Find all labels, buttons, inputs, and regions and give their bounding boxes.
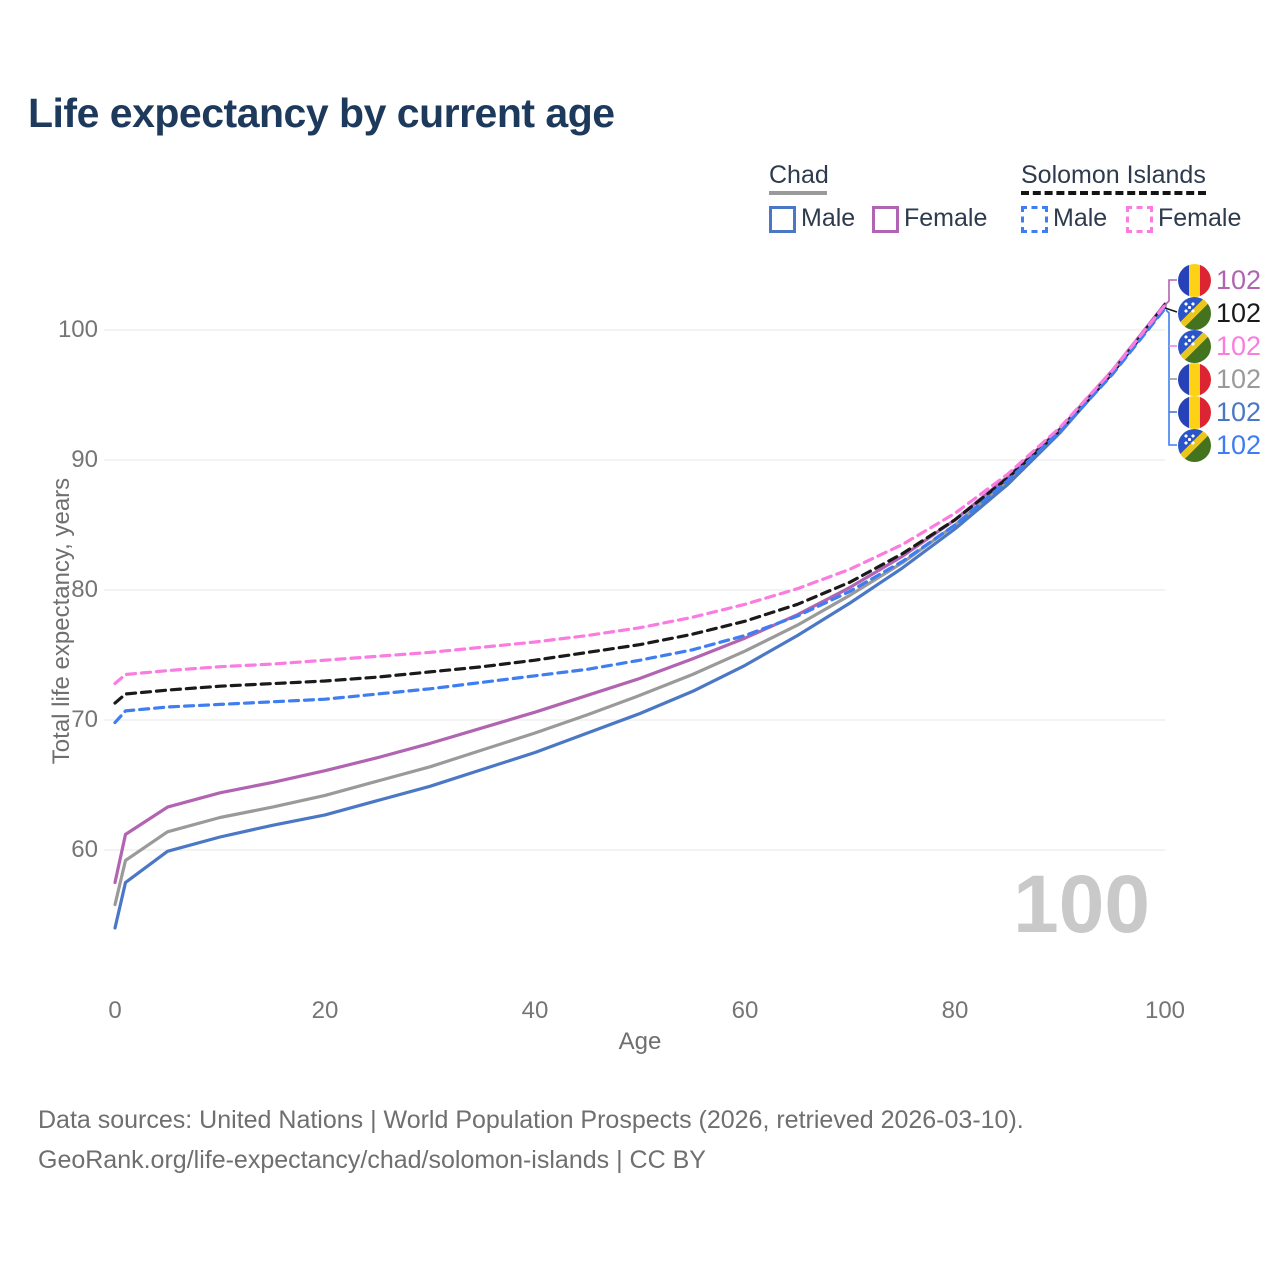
y-tick-label-80: 80: [71, 576, 98, 603]
x-axis-title: Age: [618, 1028, 662, 1055]
y-tick-label-100: 100: [57, 316, 98, 343]
end-label-value-solomon-islands-both-sexes: 102: [1216, 298, 1262, 328]
leader-line-2: [1164, 307, 1178, 313]
legend-checkbox-chad-male[interactable]: [769, 206, 796, 233]
leader-line-0: [1165, 309, 1177, 446]
legend-label-chad-male[interactable]: Male: [801, 204, 856, 232]
legend-checkbox-solomon-islands-male[interactable]: [1021, 206, 1048, 233]
y-tick-label-70: 70: [71, 706, 98, 733]
series-line-chad-female[interactable]: [113, 302, 1167, 885]
age-watermark: 100: [1013, 859, 1150, 950]
series-line-solomon-islands-female[interactable]: [113, 303, 1167, 686]
footer-url-line: GeoRank.org/life-expectancy/chad/solomon…: [38, 1146, 706, 1174]
x-tick-label-80: 80: [941, 997, 969, 1024]
end-label-value-chad-both-sexes: 102: [1216, 364, 1262, 394]
x-tick-label-60: 60: [731, 997, 759, 1024]
legend-underline-solid-icon: [769, 191, 827, 195]
leader-line-1: [1164, 279, 1177, 306]
series-line-chad-male[interactable]: [113, 305, 1167, 930]
y-axis-title: Total life expectancy, years: [48, 477, 75, 765]
y-tick-label-60: 60: [71, 836, 98, 863]
solomon-islands-flag-icon: [1178, 330, 1211, 363]
end-label-value-solomon-islands-male: 102: [1216, 430, 1262, 460]
x-tick-label-0: 0: [108, 997, 122, 1024]
legend-group-label-solomon-islands: Solomon Islands: [1021, 161, 1206, 189]
legend-label-chad-female[interactable]: Female: [904, 204, 988, 232]
y-tick-label-90: 90: [71, 446, 98, 473]
legend-underline-dashed-icon: [1021, 191, 1206, 195]
x-tick-label-100: 100: [1144, 997, 1186, 1024]
chad-flag-icon: [1178, 264, 1211, 297]
chad-flag-icon: [1178, 396, 1211, 429]
legend-label-solomon-islands-male[interactable]: Male: [1053, 204, 1108, 232]
legend-checkbox-solomon-islands-female[interactable]: [1126, 206, 1153, 233]
end-label-value-solomon-islands-female: 102: [1216, 331, 1262, 361]
end-label-value-chad-female: 102: [1216, 265, 1262, 295]
solomon-islands-flag-icon: [1178, 429, 1211, 462]
series-line-solomon-islands-both-sexes[interactable]: [113, 303, 1167, 705]
end-label-value-chad-male: 102: [1216, 397, 1262, 427]
series-line-chad-both-sexes[interactable]: [113, 305, 1167, 907]
page-title: Life expectancy by current age: [28, 90, 615, 136]
chad-flag-icon: [1178, 363, 1211, 396]
legend-checkbox-chad-female[interactable]: [872, 206, 899, 233]
solomon-islands-flag-icon: [1178, 297, 1211, 330]
x-tick-label-20: 20: [311, 997, 339, 1024]
legend-group-label-chad: Chad: [769, 161, 829, 189]
footer-source-line: Data sources: United Nations | World Pop…: [38, 1106, 1024, 1134]
legend-label-solomon-islands-female[interactable]: Female: [1158, 204, 1242, 232]
x-tick-label-40: 40: [521, 997, 549, 1024]
series-line-solomon-islands-male[interactable]: [113, 306, 1167, 725]
